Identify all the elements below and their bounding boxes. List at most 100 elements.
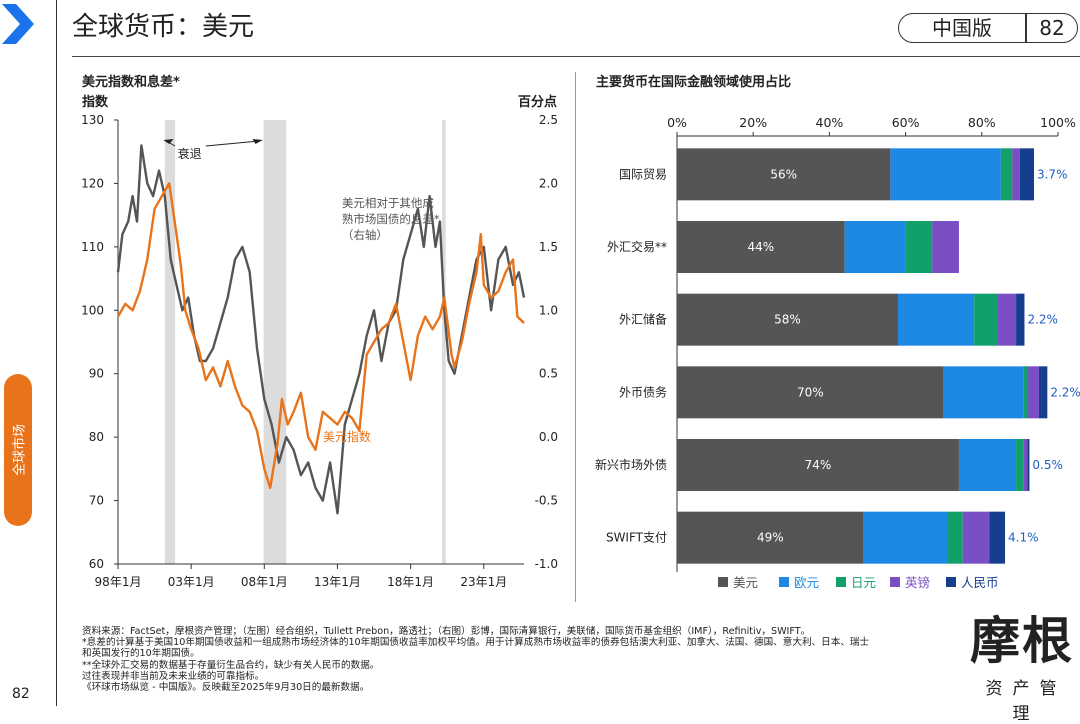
recession-band: [263, 120, 287, 564]
bar-segment: [677, 148, 891, 201]
x-tick-label: 80%: [968, 115, 996, 130]
chart-title: 主要货币在国际金融领域使用占比: [596, 74, 791, 90]
left-tick-label: 90: [89, 367, 104, 381]
x-tick-label: 20%: [739, 115, 767, 130]
category-label: SWIFT支付: [606, 531, 667, 545]
usd-index-annotation: 美元指数: [323, 429, 371, 444]
spread-annotation: （右轴）: [342, 228, 388, 242]
left-tick-label: 70: [89, 494, 104, 508]
left-tick-label: 110: [81, 240, 104, 254]
section-tab-global-markets[interactable]: 全球市场: [4, 374, 32, 526]
page-title: 全球货币：美元: [72, 12, 255, 42]
page-number: 82: [1039, 16, 1065, 40]
category-label: 国际贸易: [619, 167, 667, 181]
spread-line: [116, 144, 526, 515]
usd-index-line: [116, 182, 525, 490]
bar-segment: [943, 366, 1024, 419]
bar-segment: [974, 293, 998, 346]
left-rail: 全球市场 82: [0, 0, 56, 706]
x-tick-label: 23年1月: [460, 575, 507, 589]
legend-swatch: [946, 577, 956, 587]
spread-annotation: 熟市场国债的息差*: [342, 212, 440, 226]
rmb-share-label: 3.7%: [1037, 167, 1068, 181]
bar-segment: [932, 221, 959, 273]
x-tick-label: 08年1月: [241, 575, 288, 589]
bar-segment: [677, 511, 864, 564]
bar-segment: [1023, 366, 1028, 419]
bar-segment: [897, 293, 975, 346]
bar-label: 49%: [757, 531, 784, 545]
x-tick-label: 18年1月: [387, 575, 434, 589]
recession-arrow-head: [252, 139, 263, 144]
right-tick-label: 0.5: [539, 367, 558, 381]
footnotes: 资料来源：FactSet，摩根资产管理；（左图）经合组织，Tullett Pre…: [82, 626, 962, 693]
left-tick-label: 120: [81, 176, 104, 190]
footnote-sources: 资料来源：FactSet，摩根资产管理；（左图）经合组织，Tullett Pre…: [82, 626, 811, 637]
usd-index-spread-chart: 美元指数和息差* 指数 百分点 130 120 110 100 90 80 70 60 2.5 2…: [81, 74, 558, 589]
x-tick-label: 13年1月: [314, 575, 361, 589]
bar-segment: [1027, 439, 1030, 491]
x-tick-label: 60%: [892, 115, 920, 130]
bar-segment: [958, 439, 1017, 491]
bar-segment: [677, 293, 898, 346]
bar-label: 70%: [797, 385, 824, 399]
legend-label: 英镑: [905, 575, 930, 590]
legend-swatch: [890, 577, 900, 587]
rail-divider: [56, 0, 57, 706]
jpmorgan-logo: 摩根 资产管理: [966, 612, 1078, 724]
left-tick-label: 130: [81, 113, 104, 127]
right-tick-label: -0.5: [535, 494, 558, 508]
legend-label: 日元: [851, 575, 876, 590]
badge-divider: [1025, 14, 1027, 42]
x-tick-label: 03年1月: [168, 575, 215, 589]
title-divider: [72, 56, 1080, 57]
right-tick-label: 1.0: [539, 303, 558, 317]
rmb-share-label: 0.5%: [1032, 458, 1063, 472]
bar-segment: [1019, 148, 1034, 201]
legend-label: 人民币: [961, 575, 999, 590]
bar-segment: [997, 293, 1017, 346]
recession-label: 衰退: [178, 146, 202, 161]
bar-segment: [989, 511, 1006, 564]
bar-segment: [1012, 148, 1020, 201]
chart-divider: [575, 72, 576, 602]
rmb-share-label: 2.2%: [1050, 385, 1080, 399]
right-tick-label: 1.5: [539, 240, 558, 254]
logo-mark: 摩根: [970, 611, 1074, 670]
recession-band: [164, 120, 176, 564]
bar-segment: [1038, 366, 1048, 419]
bar-segment: [677, 439, 959, 491]
bar-segment: [863, 511, 948, 564]
x-tick-label: 98年1月: [95, 575, 142, 589]
right-tick-label: -1.0: [535, 557, 558, 571]
bar-segment: [1027, 366, 1039, 419]
bar-label: 56%: [770, 167, 797, 181]
bar-segment: [1023, 439, 1028, 491]
legend-swatch: [779, 577, 789, 587]
bar-label: 44%: [747, 240, 774, 254]
bar-segment: [962, 511, 990, 564]
footnote-spread: *息差的计算基于美国10年期国债收益和一组成熟市场经济体的10年期国债收益率加权…: [82, 637, 870, 649]
right-axis-unit: 百分点: [518, 94, 557, 110]
category-label: 新兴市场外债: [595, 457, 667, 472]
category-label: 外汇交易**: [607, 239, 667, 254]
legend-swatch: [836, 577, 846, 587]
bar-segment: [677, 366, 944, 419]
right-tick-label: 0.0: [539, 430, 558, 444]
bar-segment: [1016, 293, 1025, 346]
left-tick-label: 60: [89, 557, 104, 571]
spread-annotation: 美元相对于其他成: [342, 196, 434, 210]
bar-segment: [947, 511, 963, 564]
legend-label: 美元: [733, 575, 758, 590]
footnote-guide: 《环球市场纵览 - 中国版》。反映截至2025年9月30日的最新数据。: [82, 682, 370, 694]
right-tick-label: 2.5: [539, 113, 558, 127]
section-tab-label: 全球市场: [12, 423, 28, 477]
sidebar-page-number: 82: [12, 686, 30, 702]
edition-label: 中国版: [932, 16, 992, 40]
bar-segment: [844, 221, 906, 273]
currency-share-chart: 主要货币在国际金融领域使用占比 0% 20% 40% 60% 80% 100% 国际贸易 5…: [595, 74, 1080, 590]
x-tick-label: 40%: [816, 115, 844, 130]
rmb-share-label: 4.1%: [1008, 531, 1039, 545]
rmb-share-label: 2.2%: [1027, 313, 1058, 327]
footnote-spread-cont: 和英国发行的10年期国债。: [82, 648, 200, 660]
